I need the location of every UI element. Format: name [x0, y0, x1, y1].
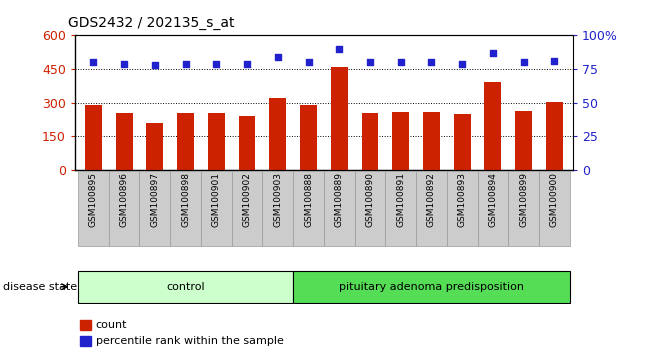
- Bar: [80, 320, 90, 330]
- Point: [365, 59, 375, 65]
- Point: [180, 61, 191, 67]
- Point: [273, 54, 283, 60]
- FancyBboxPatch shape: [78, 171, 109, 246]
- FancyBboxPatch shape: [447, 171, 478, 246]
- FancyBboxPatch shape: [293, 171, 324, 246]
- FancyBboxPatch shape: [355, 171, 385, 246]
- Text: GSM100899: GSM100899: [519, 172, 528, 227]
- Text: GSM100903: GSM100903: [273, 172, 283, 227]
- Point: [334, 46, 344, 52]
- Point: [518, 59, 529, 65]
- FancyBboxPatch shape: [201, 171, 232, 246]
- FancyBboxPatch shape: [78, 271, 293, 303]
- Text: GSM100890: GSM100890: [365, 172, 374, 227]
- Point: [88, 59, 98, 65]
- Bar: [393, 112, 409, 170]
- Bar: [515, 111, 532, 170]
- Bar: [146, 123, 163, 170]
- Text: GSM100898: GSM100898: [181, 172, 190, 227]
- Bar: [300, 105, 317, 170]
- Bar: [208, 113, 225, 170]
- Text: GSM100893: GSM100893: [458, 172, 467, 227]
- Text: GDS2432 / 202135_s_at: GDS2432 / 202135_s_at: [68, 16, 235, 30]
- Text: GSM100889: GSM100889: [335, 172, 344, 227]
- Text: GSM100888: GSM100888: [304, 172, 313, 227]
- Bar: [423, 112, 440, 170]
- Bar: [331, 67, 348, 170]
- Point: [549, 58, 560, 64]
- Point: [119, 61, 130, 67]
- Text: GSM100895: GSM100895: [89, 172, 98, 227]
- Text: control: control: [166, 282, 205, 292]
- Text: GSM100892: GSM100892: [427, 172, 436, 227]
- Text: GSM100900: GSM100900: [550, 172, 559, 227]
- Text: GSM100901: GSM100901: [212, 172, 221, 227]
- Text: pituitary adenoma predisposition: pituitary adenoma predisposition: [339, 282, 524, 292]
- Text: GSM100891: GSM100891: [396, 172, 405, 227]
- Bar: [270, 98, 286, 170]
- Point: [396, 59, 406, 65]
- Text: disease state: disease state: [3, 282, 77, 292]
- FancyBboxPatch shape: [539, 171, 570, 246]
- Point: [426, 59, 437, 65]
- Bar: [546, 102, 563, 170]
- Point: [211, 61, 221, 67]
- FancyBboxPatch shape: [293, 271, 570, 303]
- Bar: [85, 105, 102, 170]
- Point: [242, 61, 252, 67]
- FancyBboxPatch shape: [416, 171, 447, 246]
- FancyBboxPatch shape: [262, 171, 293, 246]
- Bar: [454, 114, 471, 170]
- Point: [303, 59, 314, 65]
- FancyBboxPatch shape: [324, 171, 355, 246]
- Bar: [238, 116, 255, 170]
- Text: GSM100902: GSM100902: [243, 172, 251, 227]
- FancyBboxPatch shape: [139, 171, 170, 246]
- Bar: [116, 113, 133, 170]
- Point: [488, 50, 498, 56]
- Bar: [80, 336, 90, 346]
- FancyBboxPatch shape: [170, 171, 201, 246]
- Text: GSM100894: GSM100894: [488, 172, 497, 227]
- Point: [150, 62, 160, 68]
- Bar: [177, 113, 194, 170]
- Bar: [361, 113, 378, 170]
- Text: count: count: [96, 320, 128, 330]
- Text: percentile rank within the sample: percentile rank within the sample: [96, 336, 284, 346]
- Point: [457, 61, 467, 67]
- FancyBboxPatch shape: [478, 171, 508, 246]
- Text: GSM100897: GSM100897: [150, 172, 159, 227]
- FancyBboxPatch shape: [385, 171, 416, 246]
- Bar: [484, 82, 501, 170]
- FancyBboxPatch shape: [508, 171, 539, 246]
- Text: GSM100896: GSM100896: [120, 172, 128, 227]
- FancyBboxPatch shape: [232, 171, 262, 246]
- FancyBboxPatch shape: [109, 171, 139, 246]
